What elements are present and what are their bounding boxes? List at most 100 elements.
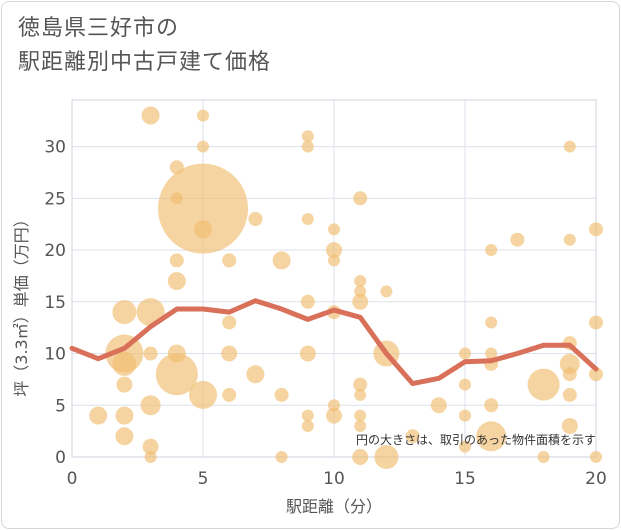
bubble-point — [563, 233, 576, 246]
bubble-series — [89, 106, 603, 469]
bubble-point — [459, 440, 471, 453]
bubble-point — [459, 409, 471, 422]
bubble-point — [430, 397, 447, 414]
bubble-point — [589, 367, 603, 382]
bubble-point — [485, 316, 498, 329]
x-tick-label: 0 — [67, 469, 78, 489]
bubble-point — [459, 378, 471, 391]
y-tick-label: 10 — [44, 345, 66, 365]
bubble-point — [328, 254, 340, 267]
bubble-point — [405, 429, 420, 444]
bubble-point — [222, 315, 237, 330]
x-tick-label: 5 — [198, 469, 209, 489]
bubble-point — [301, 213, 314, 225]
bubble-point — [248, 212, 263, 226]
y-tick-label: 5 — [55, 396, 66, 416]
bubble-point — [589, 315, 603, 330]
bubble-point — [301, 140, 314, 153]
bubble-point — [380, 285, 393, 298]
bubble-point — [326, 242, 342, 259]
bubble-point — [476, 421, 507, 452]
bubble-point — [155, 353, 198, 396]
chart-title-line-2: 駅距離別中古戸建て価格 — [18, 50, 272, 75]
bubble-point — [590, 451, 602, 463]
bubble-point — [561, 417, 578, 434]
y-tick-label: 20 — [44, 241, 66, 261]
y-tick-label: 30 — [44, 138, 66, 158]
plot-border — [71, 99, 597, 458]
bubble-point — [485, 347, 498, 360]
bubble-point — [222, 387, 237, 402]
bubble-point — [115, 406, 134, 425]
bubble-point — [197, 140, 209, 153]
y-axis-label: 坪（3.3㎡）単価（万円） — [12, 211, 31, 396]
chart-title-line-1: 徳島県三好市の — [18, 16, 180, 41]
bubble-point — [89, 406, 108, 425]
bubble-point — [459, 347, 471, 360]
y-axis-ticks: 0 5 10 15 20 25 30 — [44, 138, 66, 468]
bubble-point — [169, 253, 184, 268]
bubble-point — [189, 380, 217, 409]
bubble-point — [194, 220, 212, 239]
bubble-point — [221, 345, 238, 362]
bubble-point — [527, 368, 560, 401]
bubble-point — [563, 140, 576, 153]
size-note: 円の大きさは、取引のあった物件面積を示す — [356, 432, 596, 447]
bubble-point — [299, 345, 316, 362]
bubble-point — [142, 438, 159, 455]
bubble-point — [222, 253, 237, 268]
y-tick-label: 0 — [55, 448, 66, 468]
bubble-point — [537, 451, 550, 463]
bubble-point — [328, 223, 340, 236]
x-axis-label: 駅距離（分） — [286, 497, 382, 516]
bubble-point — [301, 419, 314, 432]
x-tick-label: 20 — [585, 469, 607, 489]
bubble-point — [140, 395, 161, 416]
bubble-point — [197, 109, 209, 122]
bubble-point — [352, 449, 369, 465]
bubble-point — [274, 387, 289, 402]
bubble-point — [275, 451, 288, 463]
bubble-point — [143, 346, 158, 361]
bubble-point — [246, 365, 265, 384]
bubble-point — [301, 130, 314, 143]
bubble-point — [562, 367, 577, 382]
bubble-point — [354, 388, 367, 401]
bubble-point — [141, 106, 160, 125]
bubble-point — [374, 445, 399, 469]
bubble-point — [354, 275, 367, 288]
bubble-point — [158, 163, 248, 254]
trend-series — [69, 298, 599, 387]
bubble-point — [562, 387, 577, 402]
bubble-point — [144, 451, 157, 463]
bubble-point — [326, 407, 342, 424]
bubble-point — [510, 232, 525, 247]
bubble-point — [112, 351, 137, 376]
x-tick-label: 15 — [454, 469, 476, 489]
bubble-point — [116, 376, 133, 393]
bubble-point — [353, 377, 368, 392]
chart-title: 徳島県三好市の 駅距離別中古戸建て価格 — [18, 12, 271, 80]
x-tick-label: 10 — [323, 469, 345, 489]
bubble-point — [112, 300, 137, 325]
average-price-line — [69, 298, 599, 387]
bubble-point — [589, 222, 603, 237]
bubble-point — [559, 353, 580, 374]
bubble-point — [484, 398, 499, 413]
bubble-point — [115, 427, 134, 446]
bubble-point — [352, 293, 369, 310]
bubble-point — [354, 409, 367, 422]
plot-area — [71, 99, 597, 458]
y-tick-label: 25 — [44, 189, 66, 209]
y-tick-label: 15 — [44, 293, 66, 313]
bubble-point — [301, 409, 314, 422]
bubble-point — [353, 191, 368, 206]
bubble-point — [272, 251, 291, 270]
bubble-point — [300, 294, 315, 309]
bubble-point — [485, 244, 498, 257]
bubble-point — [354, 419, 367, 432]
bubble-point — [167, 272, 186, 291]
x-axis-ticks: 0 5 10 15 20 — [67, 469, 607, 489]
